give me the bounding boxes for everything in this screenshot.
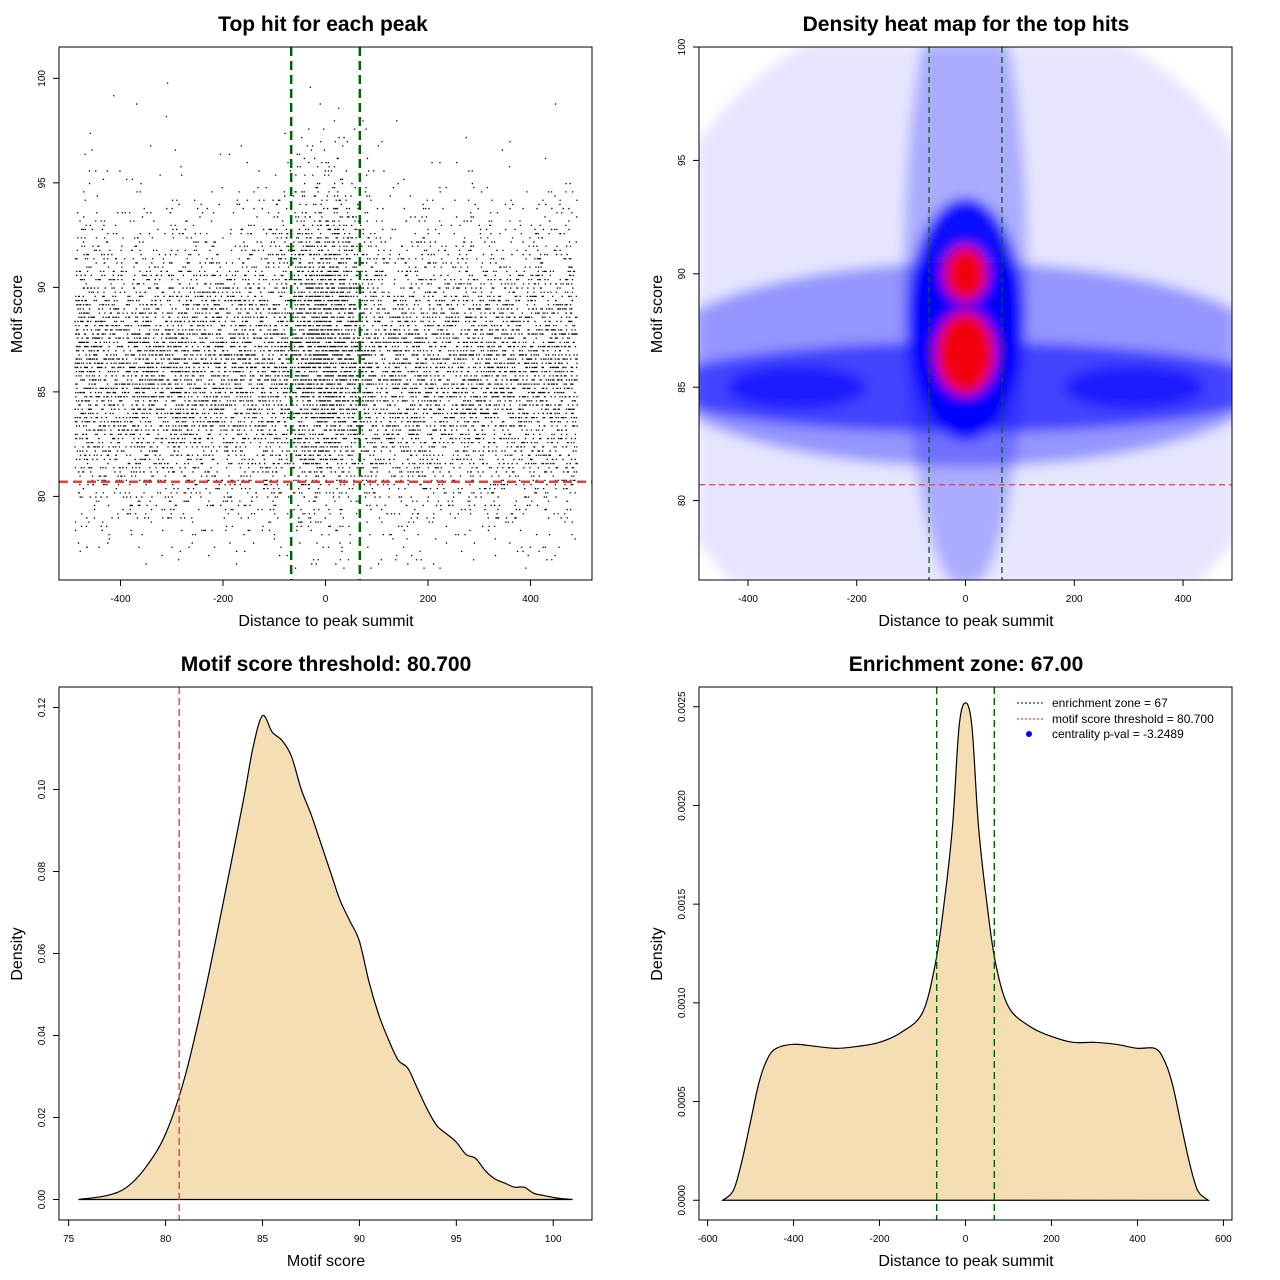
distance-density-y-tick-label: 0.0005 — [677, 1086, 688, 1117]
heatmap-center-hotspot — [935, 311, 996, 396]
scatter-y-tick-label: 90 — [37, 281, 48, 293]
distance-density-y-tick-label: 0.0000 — [677, 1185, 688, 1216]
legend-pval-label: centrality p-val = -3.2489 — [1052, 727, 1184, 741]
legend-zone-label: enrichment zone = 67 — [1052, 696, 1168, 710]
distance-density-title: Enrichment zone: 67.00 — [849, 653, 1084, 676]
legend-pval-point — [1026, 731, 1032, 737]
panel-heatmap: Density heat map for the top hits -400 -2… — [649, 13, 1233, 630]
score-density-y-tick-label: 0.12 — [37, 697, 48, 717]
distance-density-x-tick-label: 600 — [1215, 1234, 1232, 1245]
scatter-y-tick-label: 100 — [37, 70, 48, 87]
heatmap-xlabel: Distance to peak summit — [878, 613, 1054, 630]
heatmap-x-tick-label: 200 — [1066, 594, 1083, 605]
heatmap-side-hotspot — [726, 365, 867, 410]
scatter-ylabel: Motif score — [9, 275, 26, 353]
score-density-x-tick-label: 100 — [545, 1234, 562, 1245]
scatter-point-cloud — [74, 82, 578, 569]
score-density-x-tick-label: 85 — [257, 1234, 269, 1245]
score-density-y-tick-label: 0.06 — [37, 943, 48, 963]
heatmap-ylabel: Motif score — [649, 275, 666, 353]
distance-density-x-tick-label: 200 — [1043, 1234, 1060, 1245]
scatter-x-tick-label: 400 — [522, 594, 539, 605]
heatmap-x-tick-label: -400 — [738, 594, 758, 605]
distance-density-y-tick-label: 0.0025 — [677, 691, 688, 722]
scatter-points — [74, 82, 578, 569]
heatmap-y-tick-label: 100 — [677, 38, 688, 55]
heatmap-x-tick-label: 400 — [1175, 594, 1192, 605]
scatter-title: Top hit for each peak — [218, 13, 428, 36]
score-density-area — [78, 714, 573, 1201]
distance-density-y-tick-label: 0.0010 — [677, 987, 688, 1018]
panel-scatter: Top hit for each peak -400 -200 0 200 400 80… — [9, 13, 593, 630]
score-density-x-tick-label: 90 — [354, 1234, 366, 1245]
score-density-y-tick-label: 0.04 — [37, 1025, 48, 1045]
heatmap-title: Density heat map for the top hits — [803, 13, 1130, 36]
distance-density-xlabel: Distance to peak summit — [878, 1253, 1054, 1270]
panel-distance-density: Enrichment zone: 67.00 -600 -400 -200 0 200 4… — [649, 653, 1233, 1270]
distance-density-y-tick-label: 0.0020 — [677, 790, 688, 821]
scatter-x-tick-label: -200 — [213, 594, 233, 605]
score-density-y-tick-label: 0.08 — [37, 861, 48, 881]
score-density-x-tick-label: 75 — [63, 1234, 75, 1245]
panel-score-density: Motif score threshold: 80.700 75 80 85 90 95… — [9, 653, 593, 1270]
heatmap-density — [699, 47, 1232, 580]
distance-density-x-tick-label: 0 — [963, 1234, 969, 1245]
legend-threshold-label: motif score threshold = 80.700 — [1052, 712, 1214, 726]
heatmap-y-tick-label: 90 — [677, 268, 688, 280]
score-density-y-tick-label: 0.10 — [37, 779, 48, 799]
scatter-y-tick-label: 85 — [37, 386, 48, 398]
scatter-x-tick-label: 0 — [323, 594, 329, 605]
score-density-title: Motif score threshold: 80.700 — [181, 653, 472, 676]
distance-density-ylabel: Density — [649, 927, 666, 980]
scatter-x-tick-label: 200 — [420, 594, 437, 605]
score-density-x-tick-label: 95 — [451, 1234, 463, 1245]
score-density-y-tick-label: 0.00 — [37, 1189, 48, 1209]
score-density-ylabel: Density — [9, 927, 26, 980]
heatmap-x-tick-label: -200 — [847, 594, 867, 605]
heatmap-center-hotspot — [943, 245, 988, 302]
score-density-x-tick-label: 80 — [160, 1234, 172, 1245]
score-density-y-tick-label: 0.02 — [37, 1107, 48, 1127]
heatmap-y-tick-label: 95 — [677, 154, 688, 166]
distance-density-x-tick-label: -600 — [698, 1234, 718, 1245]
heatmap-x-tick-label: 0 — [963, 594, 969, 605]
distance-density-x-tick-label: -400 — [784, 1234, 804, 1245]
heatmap-y-tick-label: 85 — [677, 381, 688, 393]
scatter-xlabel: Distance to peak summit — [238, 613, 414, 630]
distance-density-x-tick-label: 400 — [1129, 1234, 1146, 1245]
legend: enrichment zone = 67 motif score thresho… — [1017, 696, 1214, 741]
heatmap-side-hotspot — [1064, 365, 1205, 410]
distance-density-area — [721, 702, 1210, 1201]
heatmap-y-tick-label: 80 — [677, 495, 688, 507]
scatter-x-tick-label: -400 — [110, 594, 130, 605]
scatter-y-tick-label: 80 — [37, 490, 48, 502]
distance-density-x-tick-label: -200 — [870, 1234, 890, 1245]
score-density-xlabel: Motif score — [287, 1253, 365, 1270]
scatter-y-tick-label: 95 — [37, 177, 48, 189]
distance-density-y-tick-label: 0.0015 — [677, 888, 688, 919]
